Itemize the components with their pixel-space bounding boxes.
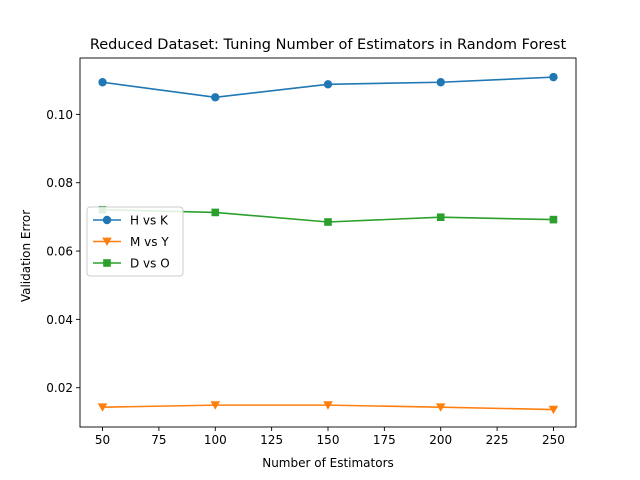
- data-point: [549, 72, 558, 82]
- data-point: [324, 218, 332, 226]
- x-tick-label: 200: [429, 433, 452, 447]
- x-tick-label: 250: [542, 433, 565, 447]
- legend: H vs K M vs Y D vs O: [86, 206, 184, 277]
- series-m-vs-y: [97, 401, 559, 415]
- x-tick-label: 175: [373, 433, 396, 447]
- data-point: [549, 215, 558, 224]
- legend-label: H vs K: [130, 214, 169, 228]
- y-tick-label: 0.02: [46, 381, 73, 395]
- legend-item: M vs Y: [93, 235, 169, 249]
- y-tick-label: 0.06: [46, 245, 73, 259]
- series-h-vs-k: [98, 72, 558, 102]
- data-point: [548, 405, 559, 415]
- legend-item: D vs O: [93, 257, 170, 271]
- data-point: [323, 80, 333, 89]
- data-point: [436, 78, 445, 87]
- data-point: [323, 401, 333, 410]
- x-tick-label: 50: [95, 433, 110, 447]
- data-point: [211, 93, 220, 102]
- y-tick-label: 0.10: [46, 108, 73, 122]
- x-tick-label: 150: [317, 433, 340, 447]
- legend-label: D vs O: [130, 257, 170, 271]
- data-point: [211, 208, 220, 217]
- y-axis-title: Validation Error: [19, 210, 33, 302]
- x-tick-label: 225: [486, 433, 509, 447]
- legend-box: [86, 206, 184, 277]
- legend-marker: [102, 215, 112, 225]
- y-tick-label: 0.08: [46, 176, 73, 190]
- legend-marker: [103, 259, 111, 267]
- x-tick-label: 75: [151, 433, 166, 447]
- data-point: [98, 78, 107, 87]
- data-point: [97, 403, 108, 412]
- x-tick-label: 100: [204, 433, 227, 447]
- x-axis-title: Number of Estimators: [262, 456, 394, 470]
- legend-label: M vs Y: [130, 235, 169, 249]
- data-point: [210, 401, 221, 410]
- legend-item: H vs K: [93, 214, 169, 228]
- data-point: [436, 213, 445, 222]
- data-point: [435, 403, 446, 412]
- plot-area: 50 75 100 125 150 175 200 225 250 0.02 0.04 0.06 0.0…: [46, 57, 577, 447]
- chart-title: Reduced Dataset: Tuning Number of Estima…: [90, 37, 567, 53]
- x-tick-label: 125: [260, 433, 283, 447]
- legend-marker: [102, 237, 112, 247]
- y-tick-label: 0.04: [46, 313, 73, 327]
